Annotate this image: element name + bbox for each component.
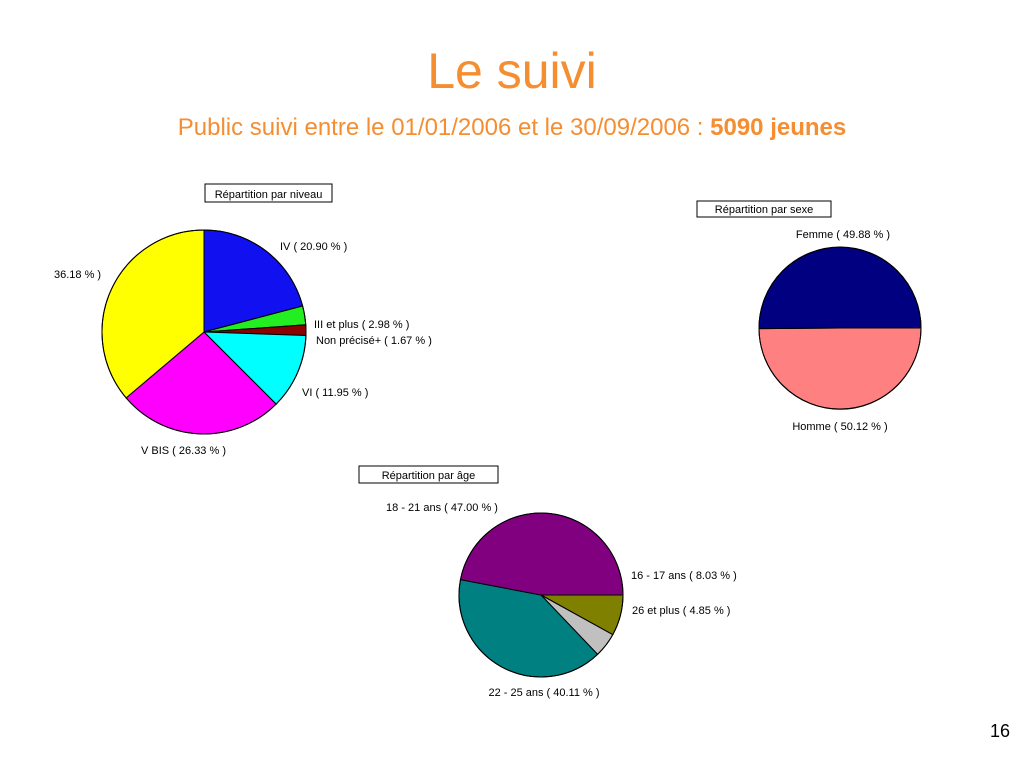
slice-label: 18 - 21 ans ( 47.00 % ) — [386, 502, 498, 514]
subtitle-count: 5090 jeunes — [710, 114, 847, 141]
pie-outline — [458, 512, 624, 678]
slice-label: 26 et plus ( 4.85 % ) — [632, 605, 730, 617]
pie-slice — [758, 246, 922, 330]
slice-label: IV ( 20.90 % ) — [280, 241, 347, 253]
chart-title: Répartition par niveau — [215, 189, 323, 201]
slide-subtitle: Public suivi entre le 01/01/2006 et le 3… — [0, 114, 1024, 142]
chart-title-box — [696, 200, 832, 218]
slice-label: VI ( 11.95 % ) — [302, 387, 368, 399]
pie-chart-0: Répartition par niveau IV ( 20.90 % ) III … — [54, 183, 432, 457]
slice-label: 36.18 % ) — [54, 269, 101, 281]
chart-title-box — [358, 465, 499, 484]
pie-outline — [101, 229, 307, 435]
slice-label: 16 - 17 ans ( 8.03 % ) — [631, 570, 737, 582]
slide-title: Le suivi — [427, 43, 597, 99]
slice-label: Non précisé+ ( 1.67 % ) — [316, 335, 432, 347]
pie-slice — [758, 327, 922, 410]
chart-title: Répartition par âge — [382, 470, 476, 482]
slice-label: III et plus ( 2.98 % ) — [314, 319, 409, 331]
pie-outline — [758, 246, 922, 410]
slice-label: Femme ( 49.88 % ) — [796, 229, 890, 241]
slice-label: 22 - 25 ans ( 40.11 % ) — [488, 687, 599, 699]
chart-title-box — [204, 183, 333, 203]
page-number: 16 — [989, 721, 1010, 741]
slice-label: Homme ( 50.12 % ) — [792, 421, 887, 433]
pie-chart-1: Répartition par sexe Femme ( 49.88 % ) Hom… — [696, 200, 922, 433]
slice-label: V BIS ( 26.33 % ) — [141, 445, 226, 457]
pie-slice — [459, 512, 624, 596]
pie-chart-2: Répartition par âge 16 - 17 ans ( 8.03 % … — [358, 465, 737, 699]
chart-title: Répartition par sexe — [715, 204, 813, 216]
subtitle-text: Public suivi entre le 01/01/2006 et le 3… — [177, 114, 711, 141]
